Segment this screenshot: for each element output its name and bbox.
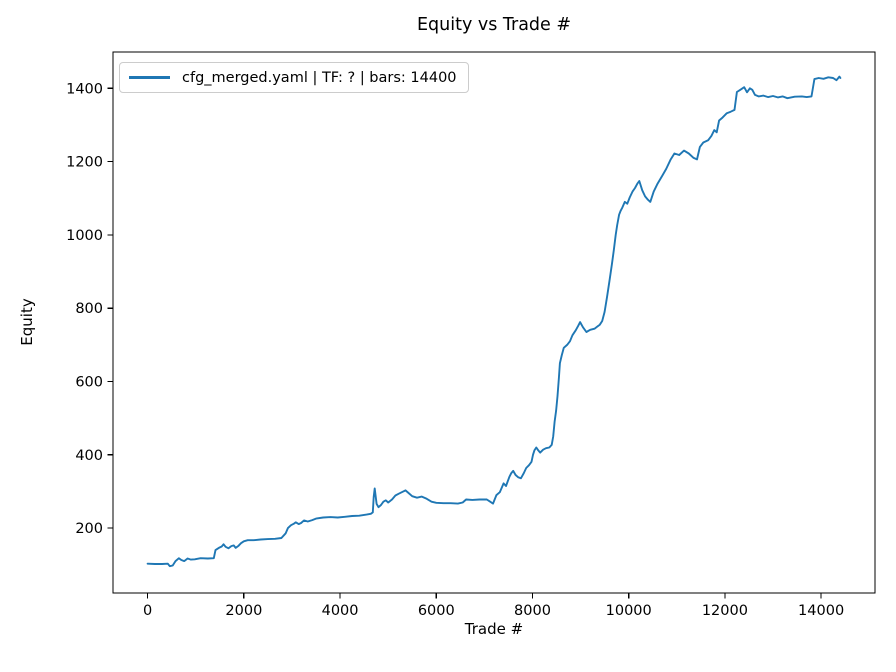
chart-title: Equity vs Trade # (416, 15, 572, 35)
x-tick-label: 2000 (225, 603, 262, 619)
y-axis-ticks: 200 400 600 800 1000 1200 1400 (66, 81, 113, 537)
y-tick-label: 200 (75, 521, 103, 537)
axis-spines (112, 51, 876, 594)
y-tick-label: 1000 (66, 228, 103, 244)
x-tick-label: 12000 (702, 603, 748, 619)
series-line (146, 75, 842, 568)
legend-line-swatch (129, 76, 170, 79)
y-tick-label: 1400 (66, 81, 103, 97)
x-tick-label: 6000 (418, 603, 455, 619)
x-tick-label: 8000 (514, 603, 551, 619)
equity-line (146, 75, 842, 568)
y-tick-label: 600 (75, 375, 103, 391)
legend-entry-label: cfg_merged.yaml | TF: ? | bars: 14400 (182, 69, 457, 86)
x-axis-label: Trade # (464, 620, 524, 638)
legend-box: cfg_merged.yaml | TF: ? | bars: 14400 (119, 62, 469, 93)
x-tick-label: 4000 (322, 603, 359, 619)
x-axis-ticks: 0 2000 4000 6000 8000 10000 12000 14000 (143, 593, 844, 619)
x-tick-label: 14000 (798, 603, 844, 619)
y-tick-label: 1200 (66, 155, 103, 171)
y-axis-label: Equity (18, 298, 36, 346)
y-tick-label: 800 (75, 301, 103, 317)
x-tick-label: 0 (143, 603, 152, 619)
x-tick-label: 10000 (606, 603, 652, 619)
y-tick-label: 400 (75, 448, 103, 464)
